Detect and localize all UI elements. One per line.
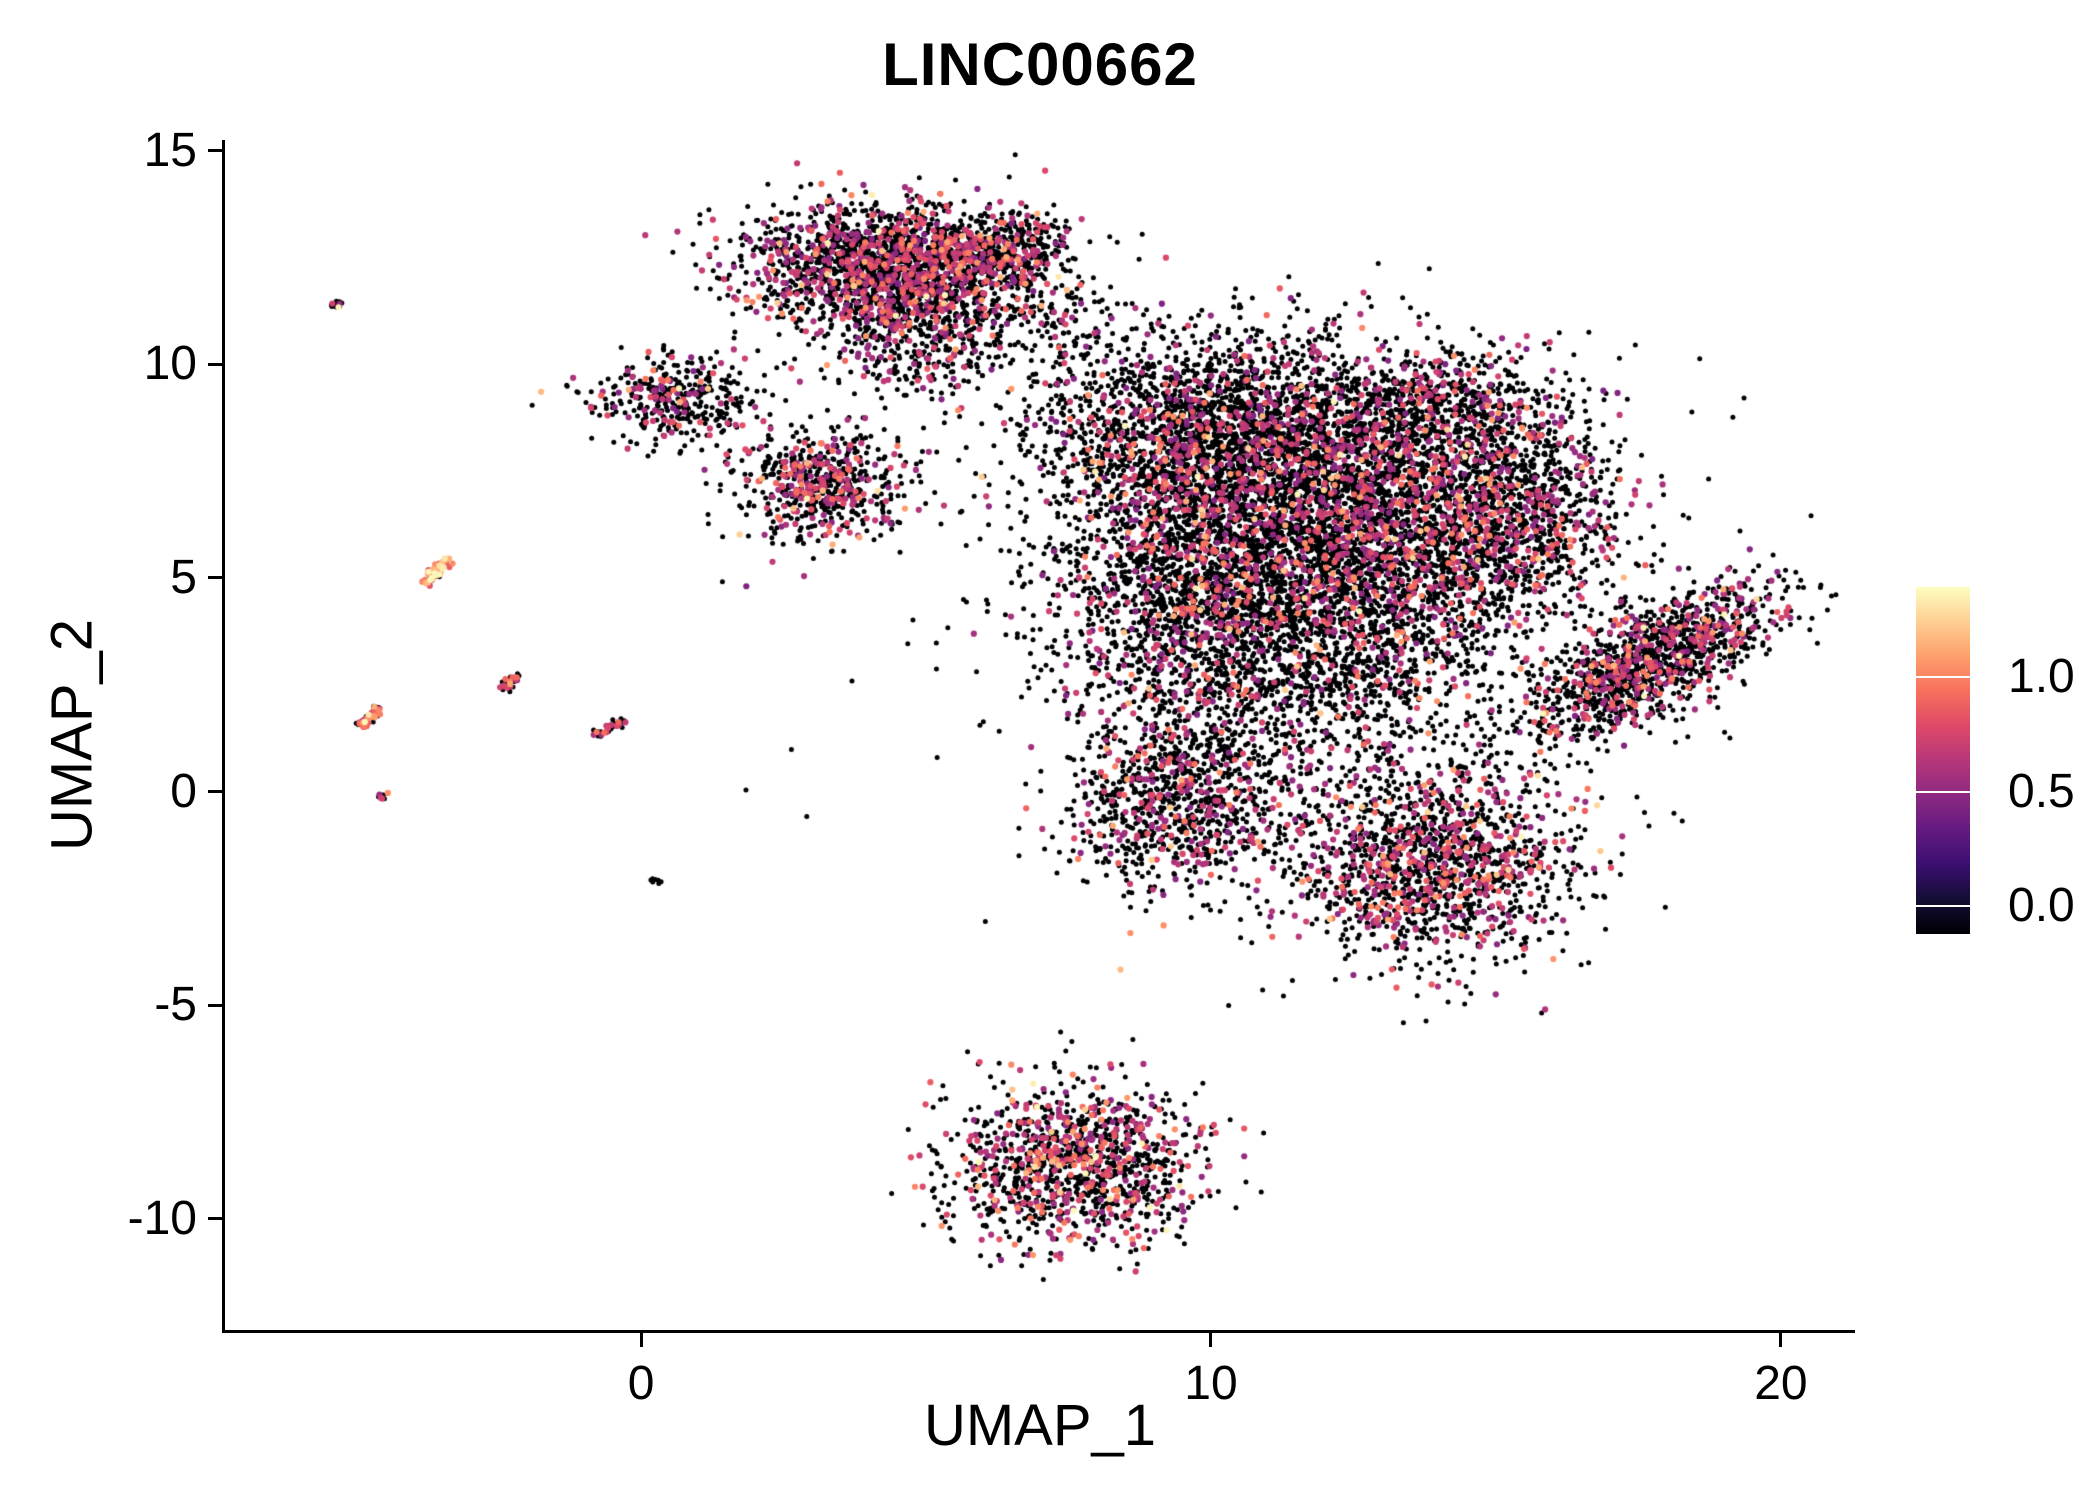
y-tick-mark (208, 576, 222, 580)
colorbar-tick-label: 0.0 (2008, 879, 2075, 933)
colorbar-tick-mark (1916, 676, 1970, 679)
x-tick-mark (639, 1333, 643, 1347)
colorbar-tick-mark (1916, 790, 1970, 793)
y-tick-mark (208, 1003, 222, 1007)
x-axis-line (222, 1330, 1855, 1333)
colorbar-tick-label: 0.5 (2008, 764, 2075, 818)
colorbar-tick-label: 1.0 (2008, 650, 2075, 704)
colorbar-gradient (1916, 587, 1970, 934)
colorbar-tick-mark (1916, 905, 1970, 908)
y-tick-mark (208, 1217, 222, 1221)
x-tick-mark (1779, 1333, 1783, 1347)
x-tick-label: 0 (627, 1357, 655, 1410)
y-tick-mark (208, 790, 222, 794)
y-tick-mark (208, 362, 222, 366)
colorbar-legend: 1.0 0.5 0.0 (1916, 587, 2100, 934)
y-tick-label: 0 (170, 764, 197, 818)
y-tick-label: -5 (154, 978, 197, 1032)
y-tick-label: -10 (127, 1191, 197, 1245)
x-tick-label: 20 (1754, 1357, 1808, 1410)
y-tick-mark (208, 149, 222, 153)
x-tick-label: 10 (1184, 1357, 1238, 1410)
y-tick-label: 15 (143, 123, 197, 177)
y-axis-line (222, 140, 225, 1330)
x-tick-mark (1209, 1333, 1213, 1347)
y-tick-label: 5 (170, 550, 197, 604)
y-tick-label: 10 (143, 337, 197, 391)
